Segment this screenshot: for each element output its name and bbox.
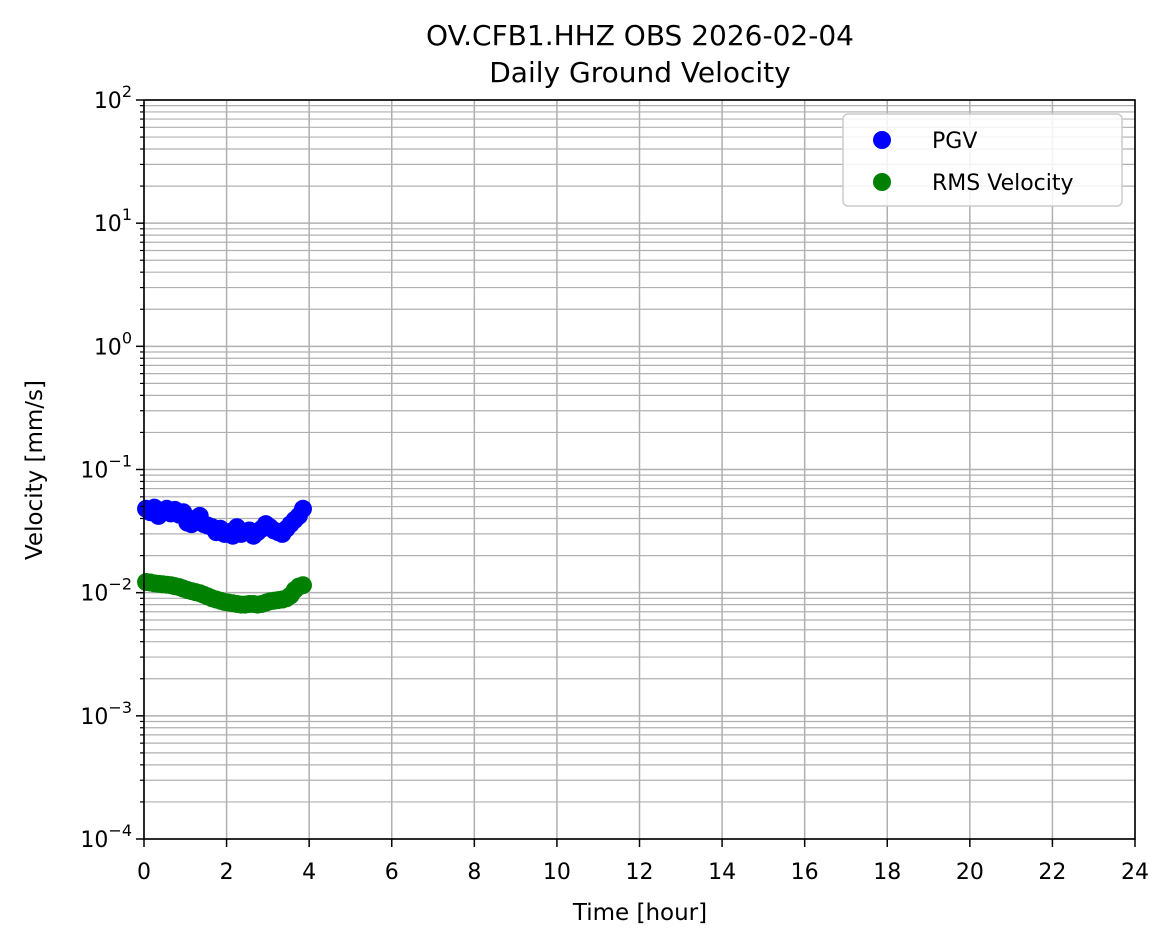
x-axis-ticks: 0 2 4 6 8 10 12 14 16 18 20 22 24 — [137, 839, 1149, 885]
x-axis-label: Time [hour] — [572, 900, 707, 926]
x-tick-label: 0 — [137, 860, 151, 885]
y-tick-label: 101 — [94, 205, 132, 237]
y-tick-label: 10−4 — [80, 821, 132, 853]
x-tick-label: 8 — [467, 860, 481, 885]
series-pgv — [137, 498, 312, 545]
y-axis-ticks: 10−4 10−3 10−2 10−1 100 101 102 — [80, 82, 144, 853]
y-tick-label: 10−2 — [80, 575, 132, 607]
x-tick-label: 20 — [956, 860, 984, 885]
y-tick-label: 100 — [94, 328, 132, 360]
data-point — [293, 499, 312, 518]
x-tick-label: 6 — [385, 860, 399, 885]
x-tick-label: 18 — [873, 860, 901, 885]
y-tick-label: 102 — [94, 82, 132, 114]
x-tick-label: 4 — [302, 860, 316, 885]
legend-marker-pgv — [873, 131, 891, 149]
x-tick-label: 12 — [626, 860, 654, 885]
major-grid — [143, 99, 1136, 840]
data-points — [137, 498, 312, 614]
chart-title: OV.CFB1.HHZ OBS 2026-02-04 — [426, 19, 854, 52]
x-tick-label: 10 — [543, 860, 571, 885]
chart-subtitle: Daily Ground Velocity — [489, 56, 790, 89]
x-tick-label: 14 — [708, 860, 736, 885]
x-tick-label: 2 — [220, 860, 234, 885]
x-tick-label: 22 — [1038, 860, 1066, 885]
y-axis-label: Velocity [mm/s] — [22, 380, 48, 560]
legend-label-pgv: PGV — [932, 129, 977, 154]
legend: PGV RMS Velocity — [842, 113, 1123, 207]
y-tick-label: 10−3 — [80, 698, 132, 730]
x-tick-label: 24 — [1121, 860, 1149, 885]
y-tick-label: 10−1 — [80, 452, 132, 484]
x-tick-label: 16 — [791, 860, 819, 885]
series-rms-velocity — [137, 573, 312, 614]
data-point — [293, 576, 312, 595]
legend-marker-rms — [873, 173, 891, 191]
legend-label-rms: RMS Velocity — [932, 171, 1074, 196]
legend-box — [842, 113, 1123, 207]
